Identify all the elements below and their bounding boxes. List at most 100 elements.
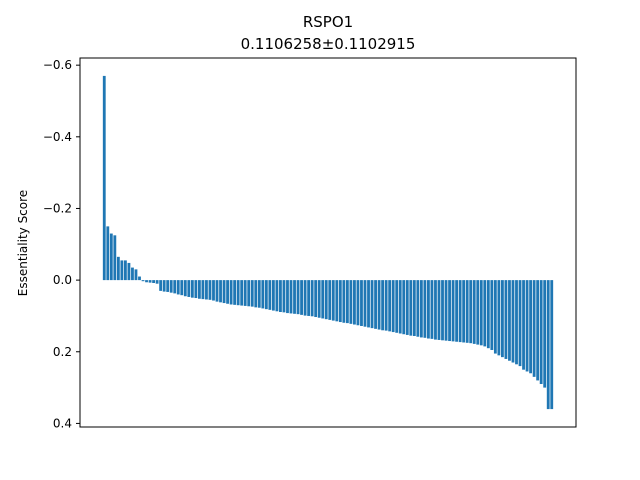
y-tick-label: 0.0 (53, 273, 72, 287)
bar (233, 280, 237, 305)
bar (123, 260, 127, 281)
bar (120, 260, 124, 281)
bar (483, 280, 487, 347)
bar (490, 280, 494, 350)
chart-subtitle: 0.1106258±0.1102915 (241, 35, 416, 53)
bar (405, 280, 409, 335)
bar (254, 280, 258, 308)
bar (409, 280, 413, 336)
bar (458, 280, 462, 343)
bar (497, 280, 501, 356)
bar (215, 280, 219, 302)
bar (353, 280, 356, 325)
bar (169, 280, 173, 293)
bar (106, 226, 110, 281)
bar (501, 280, 504, 358)
bar (314, 280, 318, 318)
bar (518, 280, 522, 367)
plot-frame (79, 57, 577, 428)
bar (472, 280, 476, 344)
bar (539, 280, 543, 385)
bar (444, 280, 448, 341)
bar (282, 280, 286, 313)
bar (550, 280, 554, 410)
bar (434, 280, 437, 340)
bar (180, 280, 184, 296)
bar (145, 280, 148, 283)
bar (427, 280, 430, 339)
bar (243, 280, 247, 306)
bar (240, 280, 244, 306)
bar (113, 235, 117, 281)
bar (173, 280, 177, 294)
bar (303, 280, 307, 316)
bar (317, 280, 321, 318)
bar (543, 280, 547, 388)
y-axis-label: Essentiality Score (16, 190, 30, 296)
bar (109, 233, 113, 281)
bar (398, 280, 402, 334)
bar (162, 280, 166, 292)
bar (197, 280, 201, 299)
bar (226, 280, 229, 304)
bar (342, 280, 346, 323)
bar (374, 280, 377, 329)
bar (250, 280, 254, 307)
bar (268, 280, 272, 310)
y-tick-label: 0.4 (53, 416, 72, 430)
bar (532, 280, 536, 377)
bar (493, 280, 497, 354)
bar (419, 280, 423, 338)
bar (222, 280, 226, 304)
bar (479, 280, 483, 346)
bar (321, 280, 325, 319)
bar (395, 280, 399, 333)
bar (345, 280, 349, 324)
bar (275, 280, 279, 312)
bar (546, 280, 550, 410)
bar (338, 280, 342, 323)
bar (152, 280, 155, 283)
bar (190, 280, 194, 298)
bar (451, 280, 455, 342)
bar (462, 280, 466, 343)
y-tick-label: −0.4 (43, 130, 72, 144)
bar (391, 280, 395, 333)
bar (205, 280, 208, 300)
bar (134, 269, 138, 281)
bar (469, 280, 473, 344)
bar (370, 280, 374, 329)
y-tick-label: −0.6 (43, 58, 72, 72)
bar (194, 280, 198, 299)
bar (289, 280, 293, 314)
bar (324, 280, 328, 320)
chart-title: RSPO1 (303, 13, 353, 31)
bar (236, 280, 240, 306)
bar (286, 280, 289, 314)
bar (141, 280, 145, 282)
bar (360, 280, 363, 326)
bar (356, 280, 360, 326)
bar (430, 280, 434, 339)
bar (437, 280, 441, 340)
bar (148, 280, 152, 283)
bar (159, 280, 163, 291)
bar (261, 280, 265, 309)
bar (402, 280, 406, 335)
y-axis-ticks: −0.6 −0.4 −0.2 0.0 0.2 0.4 (43, 58, 80, 430)
bar (127, 262, 131, 281)
bar (229, 280, 233, 305)
bar (310, 280, 314, 317)
bar (155, 280, 159, 284)
bar (212, 280, 215, 301)
bar (138, 276, 141, 281)
bar (381, 280, 385, 331)
bar (208, 280, 212, 300)
bar (247, 280, 251, 307)
bar (448, 280, 451, 342)
bar (279, 280, 282, 312)
bar (388, 280, 392, 332)
bar (296, 280, 300, 315)
bar (349, 280, 353, 324)
